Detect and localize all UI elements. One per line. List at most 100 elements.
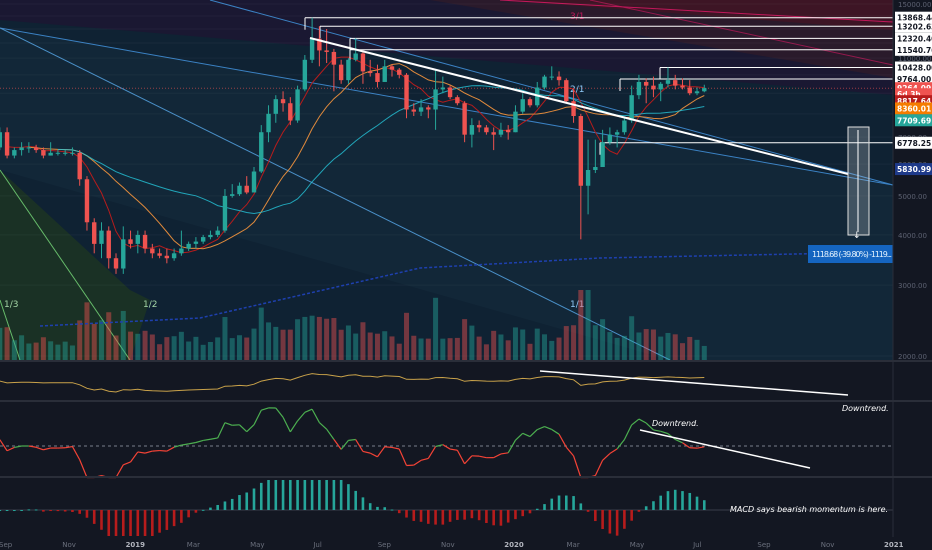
volume-bar <box>215 337 221 360</box>
candle-body <box>549 76 554 78</box>
macd-histogram-bar <box>85 510 89 518</box>
oscillator-segment <box>413 459 422 466</box>
macd-histogram-bar <box>267 480 270 510</box>
macd-histogram-bar <box>194 510 198 513</box>
volume-bar <box>607 332 613 360</box>
volume-bar <box>164 337 170 360</box>
oscillator-segment <box>173 444 182 448</box>
volume-bar <box>520 329 526 360</box>
oscillator-segment <box>572 455 582 478</box>
time-axis-background <box>0 537 932 550</box>
candle-body <box>302 59 308 90</box>
macd-histogram-bar <box>114 510 118 536</box>
macd-histogram-bar <box>325 480 328 510</box>
candle-body <box>643 81 649 86</box>
volume-bar <box>447 338 453 360</box>
volume-bar <box>171 336 177 360</box>
volume-bar <box>643 329 649 360</box>
macd-histogram-bar <box>615 510 619 536</box>
candle-body <box>324 50 329 52</box>
obv-downtrend-line <box>539 370 849 396</box>
macd-histogram-bar <box>129 510 132 536</box>
price-marker-tag-label: 7709.69 <box>897 116 931 125</box>
volume-bar <box>563 326 569 360</box>
macd-histogram-bar <box>666 491 670 510</box>
macd-histogram-bar <box>477 510 481 521</box>
volume-bar <box>33 342 39 360</box>
volume-bar <box>62 341 68 360</box>
oscillator-segment <box>123 461 131 466</box>
volume-bar <box>498 334 504 360</box>
volume-bar <box>84 302 90 360</box>
macd-histogram-bar <box>448 510 452 522</box>
oscillator-segment <box>551 428 560 435</box>
oscillator-segment <box>130 451 139 463</box>
volume-bar <box>91 323 97 360</box>
oscillator-segment <box>427 446 437 459</box>
volume-bar <box>244 337 250 360</box>
candle-body <box>251 171 257 193</box>
price-axis-tick-label: 2000.00 <box>898 353 927 361</box>
candle-body <box>360 53 366 72</box>
oscillator-segment <box>43 447 51 451</box>
macd-histogram-bar <box>528 510 532 514</box>
macd-histogram-bar <box>397 510 401 514</box>
macd-histogram-bar <box>586 510 590 512</box>
candle-body <box>193 241 199 244</box>
volume-bar <box>367 332 373 360</box>
candle-body <box>157 253 162 256</box>
volume-bar <box>527 343 533 360</box>
price-level-tag <box>895 43 932 56</box>
macd-histogram-bar <box>209 507 212 510</box>
oscillator-segment <box>682 442 691 449</box>
macd-histogram-bar <box>20 510 23 511</box>
macd-histogram-bar <box>303 480 307 510</box>
candle-body <box>62 152 68 154</box>
macd-histogram-bar <box>572 496 575 510</box>
macd-histogram-bar <box>100 510 103 530</box>
macd-histogram-bar <box>681 491 684 510</box>
fan-zone-red <box>500 0 893 30</box>
oscillator-segment <box>340 439 349 450</box>
oscillator-annotation: Downtrend. <box>652 419 699 428</box>
volume-bar <box>251 328 257 360</box>
ma-long-line <box>57 85 705 215</box>
oscillator-segment <box>239 424 248 433</box>
volume-bar <box>433 297 439 360</box>
oscillator-segment <box>246 424 255 433</box>
candle-body <box>48 152 53 156</box>
candle-body <box>665 80 671 84</box>
candles <box>0 17 707 274</box>
price-level-tag <box>895 73 932 86</box>
oscillator-segment <box>522 432 531 438</box>
macd-histogram-bar <box>354 490 357 510</box>
candle-body <box>338 64 344 81</box>
time-axis-label: Mar <box>567 541 580 549</box>
volume-bar <box>556 337 562 360</box>
candle-body <box>99 230 104 244</box>
volume-bar <box>106 312 112 360</box>
macd-histogram-bar <box>441 510 445 525</box>
volume-bar <box>186 341 192 360</box>
time-axis-label: May <box>630 541 644 549</box>
volume-bar <box>462 319 468 360</box>
obv-annotation: Downtrend. <box>842 404 889 413</box>
volume-bar <box>636 332 642 360</box>
macd-histogram-bar <box>470 510 474 519</box>
candle-body <box>186 243 191 249</box>
price-level-tag-label: 6778.25 <box>897 139 931 148</box>
ma-200-line <box>39 251 894 327</box>
macd-histogram-bar <box>405 510 408 518</box>
oscillator-segment <box>602 453 611 461</box>
oscillator-segment <box>442 444 451 450</box>
volume-bar <box>614 337 620 360</box>
candle-body <box>397 69 402 75</box>
measure-arrow-head: ↓ <box>853 231 861 241</box>
price-marker-tag-label: 8360.01 <box>897 104 931 113</box>
volume-bar <box>142 330 148 360</box>
ma-mid-line <box>28 63 705 250</box>
time-axis-label: Mar <box>187 541 200 549</box>
